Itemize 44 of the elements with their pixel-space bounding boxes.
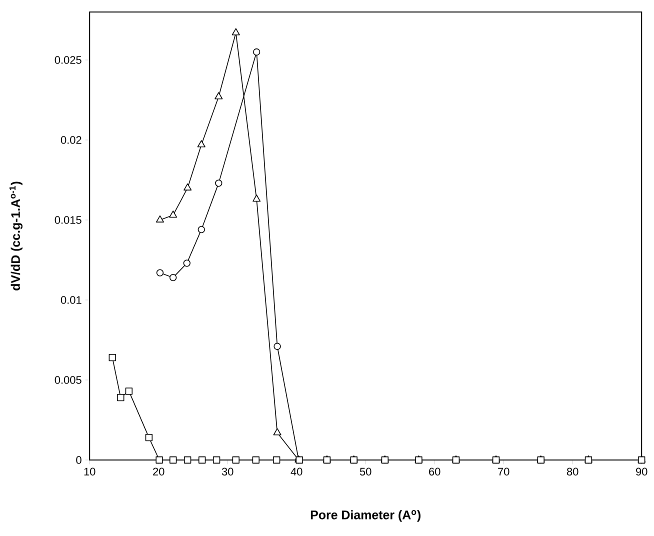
y-tick-label: 0.01 <box>60 296 82 304</box>
point <box>198 226 205 234</box>
point <box>145 434 153 442</box>
x-tick-label: 50 <box>360 468 372 476</box>
point <box>215 180 222 187</box>
x-tick-label: 60 <box>429 468 440 476</box>
x-tick-label: 90 <box>636 468 648 476</box>
point <box>156 269 164 276</box>
y-tick-label: 0.025 <box>54 56 82 64</box>
point <box>197 140 206 148</box>
point <box>125 388 133 395</box>
y-tick-label: 0.02 <box>60 136 82 144</box>
point <box>184 456 192 464</box>
point <box>232 28 240 36</box>
y-tick-label: 0.005 <box>54 376 82 384</box>
x-tick-label: 80 <box>566 468 578 476</box>
point <box>117 394 124 402</box>
x-tick-label: 70 <box>498 468 510 476</box>
point <box>156 456 163 464</box>
point <box>156 215 164 222</box>
point <box>252 456 260 464</box>
point <box>273 428 282 436</box>
point <box>183 260 190 267</box>
x-tick-label: 30 <box>222 468 234 476</box>
x-tick-label: 40 <box>290 468 302 476</box>
point <box>198 456 206 464</box>
point <box>170 274 177 282</box>
y-tick-label: 0 <box>76 456 82 464</box>
x-tick-label: 10 <box>84 468 96 476</box>
point <box>170 456 177 464</box>
x-tick-label: 20 <box>153 468 164 476</box>
y-axis-title: dV/dD (cc.g-1.A$^{o-1}$) <box>10 182 22 290</box>
point <box>108 354 116 362</box>
point <box>212 456 220 464</box>
y-tick-label: 0.015 <box>54 216 82 224</box>
point <box>252 48 260 56</box>
point <box>273 456 280 464</box>
point <box>274 342 281 350</box>
point <box>232 456 240 464</box>
point <box>214 92 223 100</box>
x-axis-title: Pore Diameter (A$^{o}$) <box>310 510 420 522</box>
point <box>169 210 178 218</box>
point <box>252 194 261 202</box>
point <box>184 183 192 190</box>
